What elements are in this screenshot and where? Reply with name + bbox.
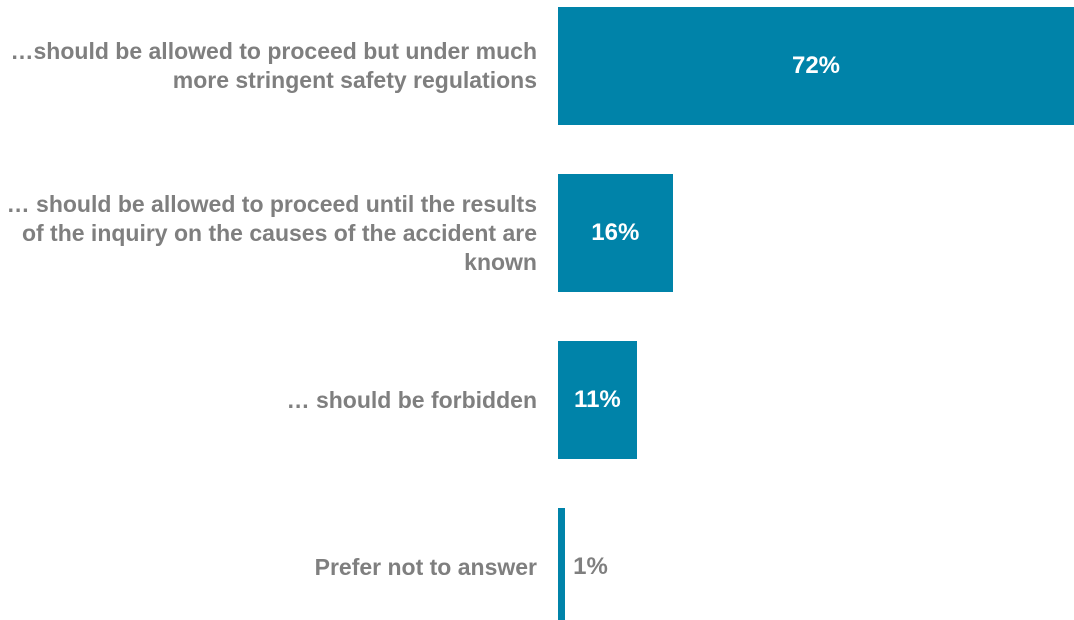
bar [558, 341, 637, 459]
bar [558, 174, 673, 292]
value-label: 1% [573, 553, 608, 580]
category-label: … should be allowed to proceed until the… [6, 190, 537, 275]
category-label: … should be forbidden [286, 386, 537, 413]
bar [558, 7, 1074, 125]
category-label: …should be allowed to proceed but under … [10, 38, 537, 93]
value-label: 11% [574, 386, 621, 413]
value-label: 16% [591, 219, 640, 246]
bar [558, 508, 566, 620]
value-label: 72% [791, 52, 841, 79]
category-label: Prefer not to answer [314, 553, 537, 580]
